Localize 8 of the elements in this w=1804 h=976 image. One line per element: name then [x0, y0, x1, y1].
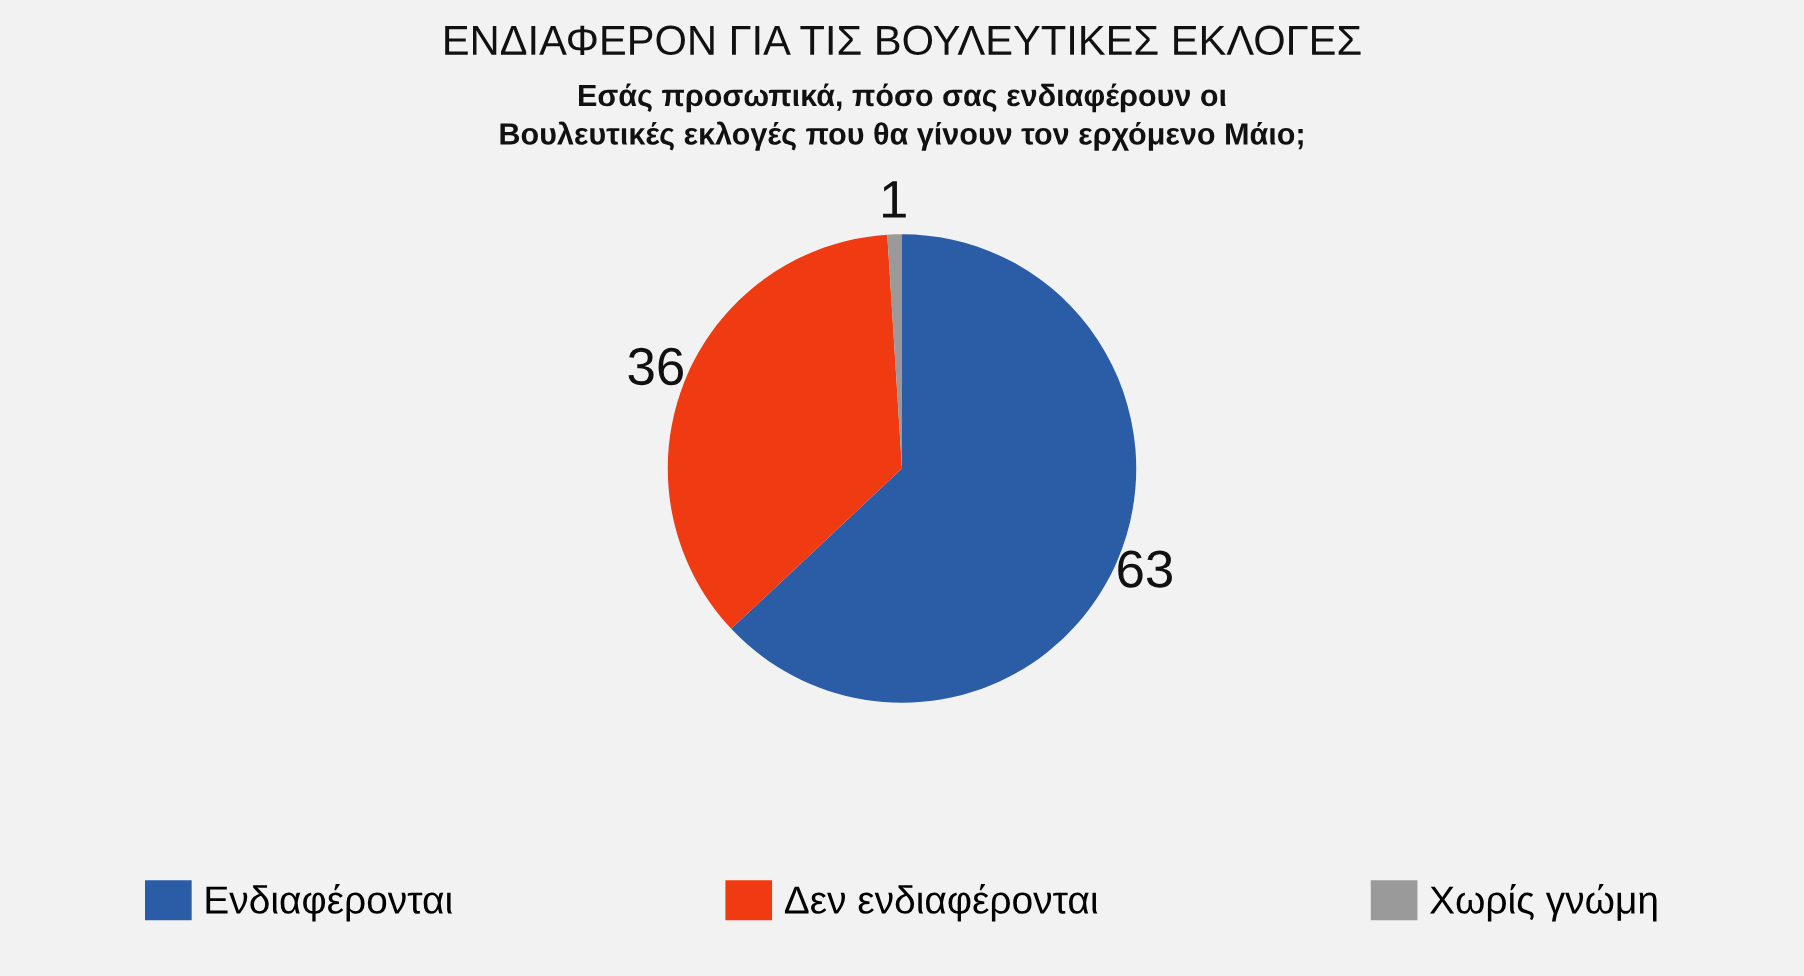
data-label: 1: [883, 181, 906, 218]
legend-label: Χωρίς γνώμη: [1429, 884, 1657, 922]
data-label: 63: [1118, 550, 1172, 588]
chart-subtitle: Εσάς προσωπικά, πόσο σας ενδιαφέρουν οι Βουλευτικές εκλογές που θα γίνουν τον ερχόμενο Μάιο;: [500, 83, 1303, 151]
data-label: 36: [628, 347, 683, 386]
chart-title: ΕΝΔΙΑΦΕΡΟΝ ΓΙΑ ΤΙΣ ΒΟΥΛΕΥΤΙΚΕΣ ΕΚΛΟΓΕΣ: [445, 25, 1361, 56]
legend-label: Δεν ενδιαφέρονται: [784, 884, 1098, 922]
legend-label: Ενδιαφέρονται: [206, 884, 453, 922]
